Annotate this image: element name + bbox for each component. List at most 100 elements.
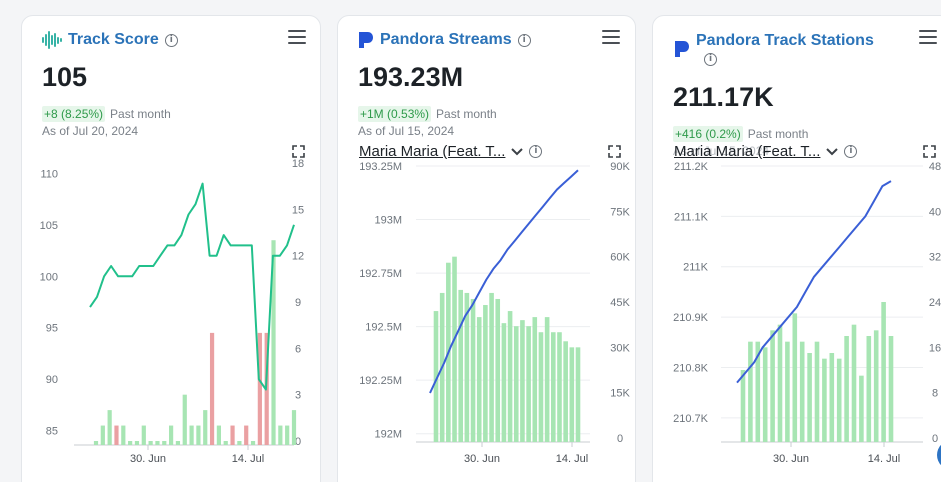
right-axis-tick-label: 16 bbox=[929, 342, 941, 354]
right-axis-tick-label: 3 bbox=[295, 390, 301, 402]
bar bbox=[881, 302, 886, 442]
right-axis-tick-label: 15 bbox=[292, 204, 304, 216]
hamburger-menu-icon[interactable] bbox=[919, 30, 937, 46]
hamburger-menu-icon[interactable] bbox=[602, 30, 620, 46]
bar bbox=[278, 425, 283, 445]
bar bbox=[770, 330, 775, 442]
x-axis-tick-label: 30. Jun bbox=[464, 453, 500, 465]
bar bbox=[520, 320, 525, 442]
metric-value: 211.17K bbox=[673, 82, 774, 112]
bar bbox=[740, 370, 746, 442]
bar bbox=[489, 292, 494, 442]
change-row: +8 (8.25%) Past month bbox=[42, 106, 171, 122]
bar bbox=[175, 441, 181, 445]
change-badge: +1M (0.53%) bbox=[358, 106, 432, 122]
bar bbox=[557, 332, 562, 442]
right-axis-tick-label: 0 bbox=[617, 433, 623, 445]
info-icon[interactable]: i bbox=[529, 145, 543, 158]
x-axis-tick-label: 30. Jun bbox=[130, 453, 166, 465]
expand-icon[interactable] bbox=[292, 145, 305, 158]
bar bbox=[169, 425, 174, 445]
bar bbox=[495, 298, 501, 442]
series-line bbox=[429, 169, 579, 394]
left-axis-tick-label: 211K bbox=[683, 262, 709, 274]
left-axis-tick-label: 110 bbox=[40, 168, 58, 180]
card-title-row: Pandora Track Stations bbox=[674, 32, 914, 58]
left-axis-tick-label: 210.7K bbox=[673, 413, 709, 425]
bar bbox=[873, 330, 879, 442]
bar bbox=[866, 336, 872, 442]
bar bbox=[785, 341, 790, 442]
right-axis-tick-label: 30K bbox=[610, 342, 630, 354]
hamburger-menu-icon[interactable] bbox=[288, 30, 306, 46]
pandora-streams-card: Pandora Streams i 193.23M +1M (0.53%) Pa… bbox=[337, 15, 636, 482]
chevron-down-icon bbox=[511, 147, 524, 155]
expand-icon[interactable] bbox=[923, 145, 936, 158]
bar bbox=[476, 317, 482, 442]
pandora-track-stations-chart: 210.7K 210.8K 210.9K 211K 211.1K 211.2K 0 8 16 24… bbox=[673, 161, 941, 465]
bar bbox=[230, 425, 235, 445]
left-axis-tick-label: 193.25M bbox=[359, 161, 402, 173]
right-axis-tick-label: 12 bbox=[292, 251, 304, 263]
metric-value: 193.23M bbox=[358, 62, 464, 92]
track-selector-label: Maria Maria (Feat. T... bbox=[359, 143, 506, 160]
track-score-card: Track Score i 105 +8 (8.25%) Past month … bbox=[21, 15, 321, 482]
bar bbox=[792, 313, 798, 442]
expand-icon[interactable] bbox=[608, 145, 621, 158]
bar bbox=[271, 240, 276, 445]
left-axis-tick-label: 105 bbox=[40, 220, 58, 232]
bar bbox=[209, 332, 215, 445]
as-of-date: As of Jul 20, 2024 bbox=[42, 124, 139, 138]
scroll-button[interactable] bbox=[937, 440, 941, 470]
info-icon[interactable]: i bbox=[704, 53, 717, 66]
bar bbox=[141, 425, 146, 445]
left-axis-tick-label: 90 bbox=[46, 374, 58, 386]
bar bbox=[223, 441, 228, 445]
x-axis-tick-label: 14. Jul bbox=[232, 453, 264, 465]
metric-value: 105 bbox=[42, 62, 88, 92]
bar bbox=[155, 441, 160, 445]
right-axis-tick-label: 6 bbox=[295, 343, 301, 355]
right-axis-tick-label: 90K bbox=[610, 161, 630, 173]
bar bbox=[121, 425, 126, 445]
bar bbox=[244, 425, 249, 445]
bar bbox=[859, 375, 864, 442]
right-axis-tick-label: 0 bbox=[932, 433, 938, 445]
track-score-waveform-icon bbox=[42, 31, 62, 49]
left-axis-tick-label: 193M bbox=[374, 215, 402, 227]
bar bbox=[458, 289, 463, 442]
bar bbox=[777, 324, 783, 442]
bar bbox=[93, 441, 99, 445]
right-axis-tick-label: 48 bbox=[929, 161, 941, 173]
series-line bbox=[736, 180, 892, 384]
bar bbox=[851, 324, 857, 442]
right-axis-tick-label: 75K bbox=[610, 206, 630, 218]
bar bbox=[182, 394, 187, 445]
left-axis-tick-label: 192M bbox=[374, 429, 402, 441]
bar bbox=[814, 341, 820, 442]
bar bbox=[844, 336, 849, 442]
bar bbox=[755, 341, 761, 442]
left-axis-tick-label: 85 bbox=[46, 426, 58, 438]
pandora-streams-chart: 192M 192.25M 192.5M 192.75M 193M 193.25M 0 15K 3… bbox=[359, 161, 630, 465]
card-title-row: Track Score i bbox=[42, 31, 178, 49]
bar bbox=[107, 410, 112, 445]
bar bbox=[507, 311, 513, 442]
as-of-date: As of Jul 15, 2024 bbox=[358, 124, 455, 138]
info-icon[interactable]: i bbox=[844, 145, 858, 158]
info-icon[interactable]: i bbox=[164, 33, 178, 47]
x-axis-tick-label: 14. Jul bbox=[868, 453, 900, 465]
track-selector-dropdown[interactable]: Maria Maria (Feat. T... i bbox=[359, 143, 543, 160]
track-selector-dropdown[interactable]: Maria Maria (Feat. T... i bbox=[674, 143, 858, 160]
bar bbox=[433, 311, 439, 442]
bar bbox=[563, 341, 568, 442]
change-badge: +416 (0.2%) bbox=[673, 126, 743, 142]
left-axis-tick-label: 100 bbox=[40, 271, 58, 283]
left-axis-tick-label: 192.5M bbox=[365, 322, 402, 334]
bar bbox=[829, 353, 835, 442]
pandora-track-stations-card: Pandora Track Stations i 211.17K +416 (0… bbox=[652, 15, 941, 482]
info-icon[interactable]: i bbox=[517, 33, 531, 47]
track-selector-label: Maria Maria (Feat. T... bbox=[674, 143, 821, 160]
right-axis-tick-label: 40 bbox=[929, 206, 941, 218]
left-axis-tick-label: 95 bbox=[46, 323, 58, 335]
